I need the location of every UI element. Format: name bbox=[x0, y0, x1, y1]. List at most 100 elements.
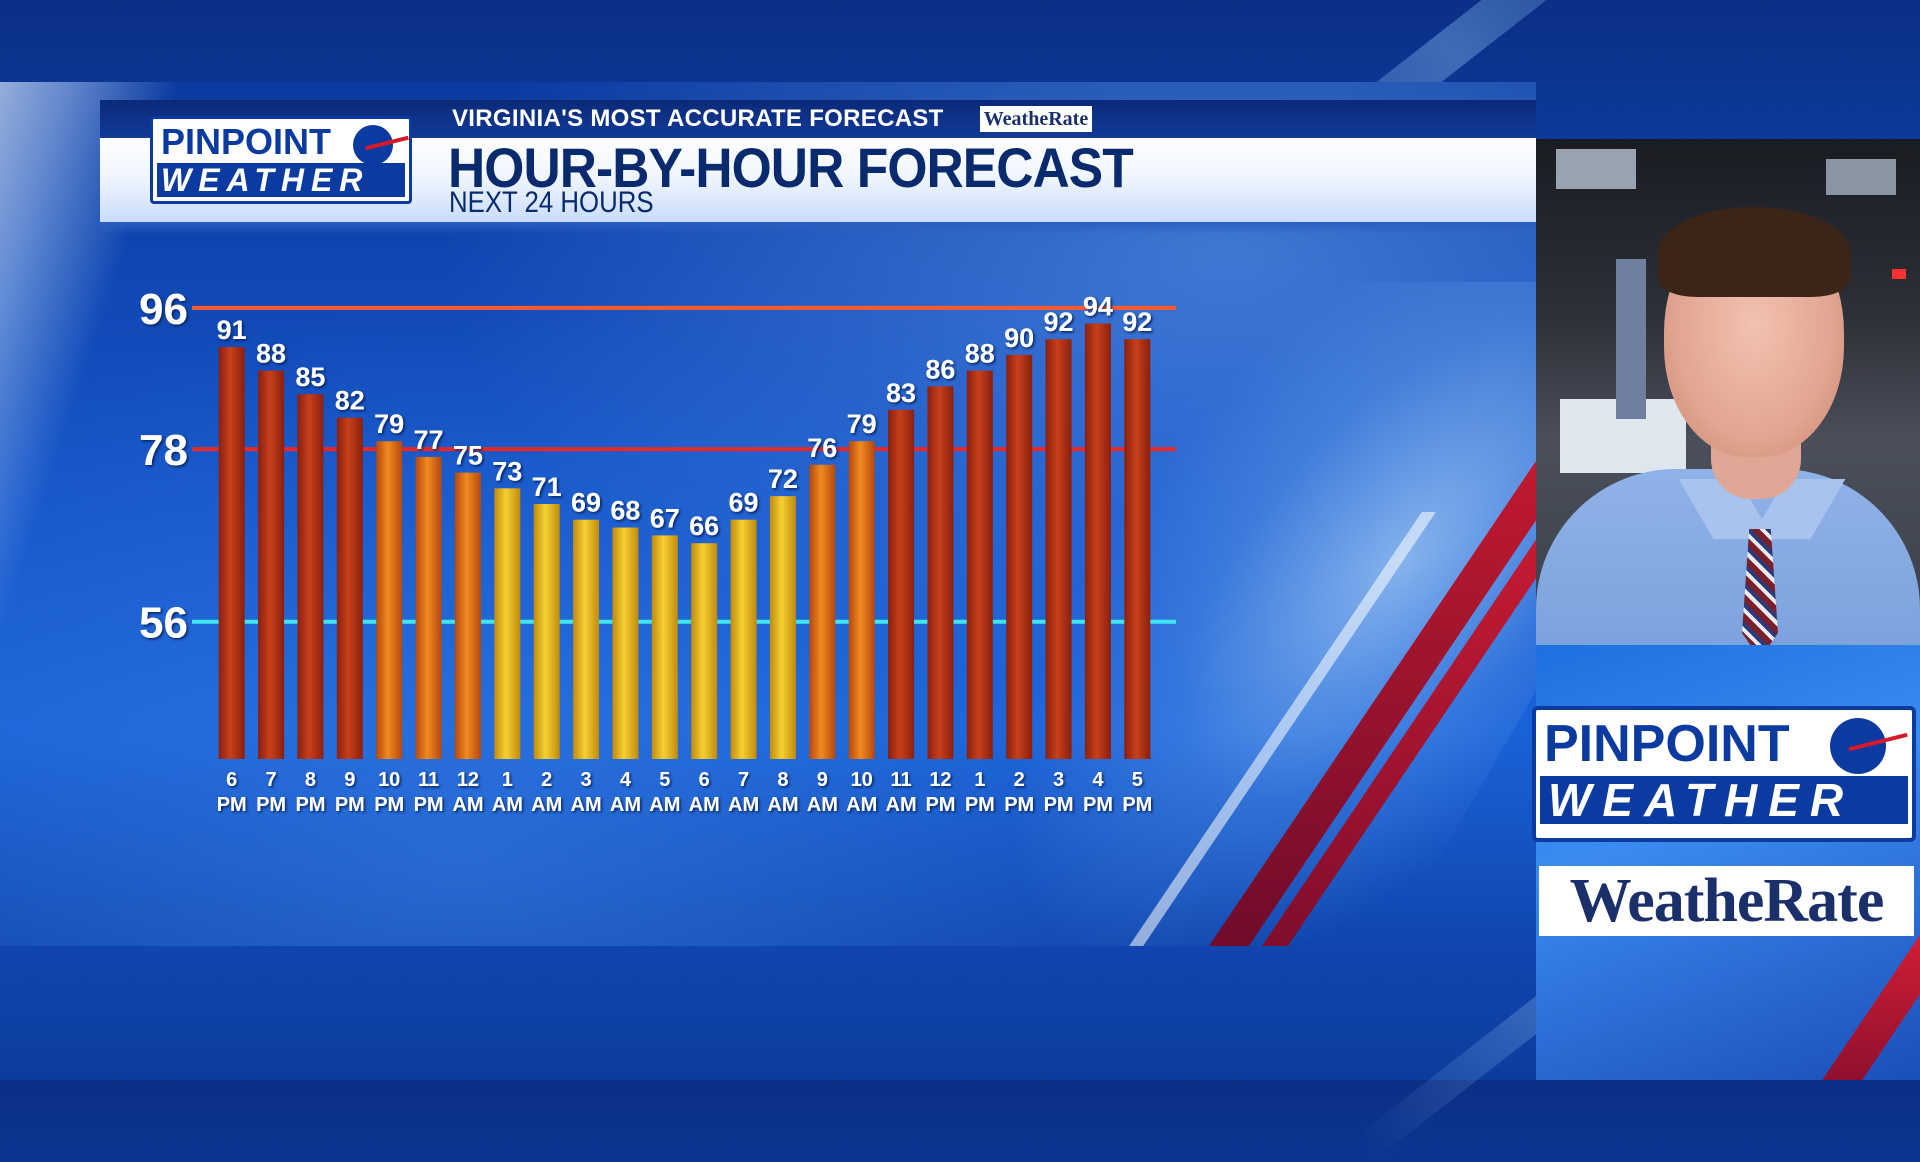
x-tick-label-meridiem: AM bbox=[610, 794, 641, 816]
bar-1-am bbox=[494, 488, 521, 759]
bar-2-pm bbox=[1006, 354, 1033, 759]
data-label: 94 bbox=[1083, 292, 1113, 322]
weatherate-side-logo: WeatheRate bbox=[1539, 866, 1914, 936]
logo-weather-text: WEATHER bbox=[161, 162, 370, 198]
bar-11-pm bbox=[415, 456, 442, 759]
reference-labels: 96 78 56 bbox=[139, 285, 188, 648]
bar-3-am bbox=[573, 519, 600, 759]
pinpoint-weather-logo: PINPOINT WEATHER bbox=[150, 116, 412, 204]
x-tick-label-meridiem: PM bbox=[965, 794, 995, 816]
x-tick-label-hour: 4 bbox=[620, 769, 632, 791]
data-label: 68 bbox=[610, 496, 640, 526]
x-tick-label-meridiem: PM bbox=[374, 794, 404, 816]
x-tick-label-meridiem: AM bbox=[807, 794, 838, 816]
x-tick-label-meridiem: AM bbox=[767, 794, 798, 816]
data-label: 71 bbox=[532, 472, 562, 502]
bar-12-pm bbox=[927, 386, 954, 759]
kicker-brand-logo: WeatheRate bbox=[980, 106, 1092, 132]
x-tick-label-hour: 11 bbox=[418, 769, 439, 791]
x-tick-label-hour: 9 bbox=[817, 769, 828, 791]
x-tick-label-hour: 2 bbox=[1014, 769, 1025, 791]
x-tick-label-meridiem: PM bbox=[1044, 794, 1074, 816]
x-tick-label-meridiem: AM bbox=[452, 794, 483, 816]
x-tick-label-meridiem: AM bbox=[689, 794, 720, 816]
side-logo-pinpoint-text: PINPOINT bbox=[1544, 715, 1790, 773]
x-tick-label-meridiem: PM bbox=[925, 794, 955, 816]
bar-7-am bbox=[730, 519, 757, 759]
x-tick-label-meridiem: PM bbox=[414, 794, 444, 816]
header-shadow bbox=[100, 222, 1536, 234]
x-tick-label-hour: 10 bbox=[378, 769, 400, 791]
bar-4-am bbox=[612, 527, 639, 759]
presenter-tie bbox=[1742, 529, 1778, 645]
data-label: 82 bbox=[335, 386, 365, 416]
bar-series: 91 88 85 82 79 77 75 73 71 69 68 67 66 69 72 76 79 83 86 88… bbox=[217, 292, 1152, 759]
bar-9-pm bbox=[336, 417, 363, 759]
bar-1-pm bbox=[966, 370, 993, 759]
bar-6-pm bbox=[218, 347, 245, 759]
data-label: 86 bbox=[925, 354, 955, 384]
x-tick-label-hour: 7 bbox=[266, 769, 277, 791]
data-label: 75 bbox=[453, 441, 483, 471]
bar-11-am bbox=[888, 409, 915, 759]
reference-label-96: 96 bbox=[139, 285, 188, 334]
x-tick-label-hour: 1 bbox=[974, 769, 985, 791]
bar-2-am bbox=[533, 504, 560, 759]
reference-label-78: 78 bbox=[139, 426, 188, 475]
bar-3-pm bbox=[1045, 339, 1072, 759]
data-label: 66 bbox=[689, 511, 719, 541]
data-label: 67 bbox=[650, 503, 680, 533]
data-label: 88 bbox=[965, 339, 995, 369]
x-tick-label-meridiem: AM bbox=[649, 794, 680, 816]
data-label: 73 bbox=[492, 456, 522, 486]
x-tick-label-hour: 10 bbox=[851, 769, 873, 791]
bar-6-am bbox=[691, 543, 718, 759]
x-tick-label-meridiem: AM bbox=[531, 794, 562, 816]
x-tick-label-hour: 9 bbox=[344, 769, 355, 791]
data-label: 85 bbox=[295, 362, 325, 392]
side-logo-weather-text: WEATHER bbox=[1548, 774, 1855, 826]
data-label: 83 bbox=[886, 378, 916, 408]
x-tick-label-meridiem: AM bbox=[846, 794, 877, 816]
bar-8-am bbox=[769, 496, 796, 759]
x-tick-label-hour: 7 bbox=[738, 769, 749, 791]
studio-light bbox=[1892, 269, 1906, 279]
x-tick-label-hour: 5 bbox=[659, 769, 670, 791]
studio-monitor bbox=[1556, 149, 1636, 189]
logo-pinpoint-text: PINPOINT bbox=[161, 121, 332, 162]
x-tick-label-meridiem: AM bbox=[492, 794, 523, 816]
x-tick-label-hour: 6 bbox=[226, 769, 237, 791]
bar-5-pm bbox=[1124, 339, 1151, 759]
x-tick-label-hour: 8 bbox=[305, 769, 316, 791]
data-label: 91 bbox=[217, 315, 247, 345]
x-tick-label-hour: 12 bbox=[457, 769, 479, 791]
x-tick-label-hour: 8 bbox=[777, 769, 788, 791]
data-label: 79 bbox=[847, 409, 877, 439]
data-label: 76 bbox=[807, 433, 837, 463]
x-tick-label-hour: 6 bbox=[699, 769, 710, 791]
x-tick-label-meridiem: PM bbox=[256, 794, 286, 816]
pinpoint-weather-side-logo: PINPOINT WEATHER bbox=[1532, 706, 1916, 842]
data-label: 77 bbox=[414, 425, 444, 455]
x-tick-label-meridiem: PM bbox=[1004, 794, 1034, 816]
data-label: 92 bbox=[1044, 307, 1074, 337]
presenter-video bbox=[1536, 139, 1920, 645]
x-tick-label-meridiem: PM bbox=[1083, 794, 1113, 816]
side-logo-weather-band bbox=[1540, 776, 1908, 824]
bar-9-am bbox=[809, 464, 836, 759]
x-tick-label-meridiem: AM bbox=[886, 794, 917, 816]
bar-10-pm bbox=[376, 441, 403, 759]
x-tick-label-meridiem: PM bbox=[217, 794, 247, 816]
data-label: 92 bbox=[1122, 307, 1152, 337]
x-tick-label-hour: 4 bbox=[1092, 769, 1104, 791]
x-tick-label-hour: 3 bbox=[1053, 769, 1064, 791]
studio-column bbox=[1616, 259, 1646, 419]
x-tick-label-meridiem: AM bbox=[571, 794, 602, 816]
bar-8-pm bbox=[297, 394, 324, 759]
x-tick-label-hour: 3 bbox=[581, 769, 592, 791]
x-tick-label-hour: 2 bbox=[541, 769, 552, 791]
bar-4-pm bbox=[1084, 323, 1111, 759]
data-label: 79 bbox=[374, 409, 404, 439]
x-tick-label-meridiem: PM bbox=[1122, 794, 1152, 816]
